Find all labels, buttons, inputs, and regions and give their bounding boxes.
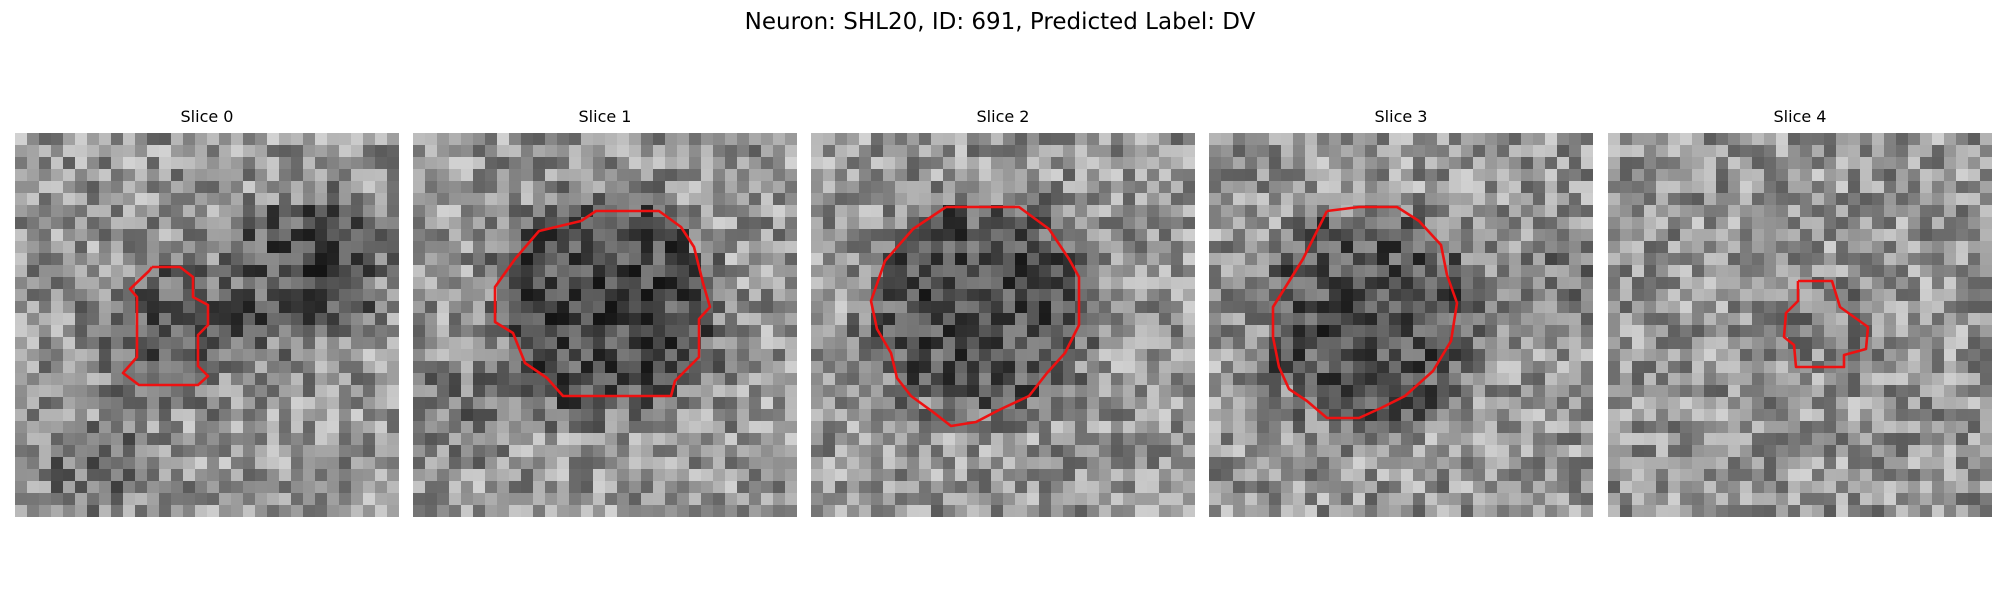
slice-title: Slice 0	[180, 107, 234, 126]
slice-title: Slice 3	[1374, 107, 1428, 126]
slice-title: Slice 4	[1773, 107, 1827, 126]
figure-title: Neuron: SHL20, ID: 691, Predicted Label:…	[744, 9, 1256, 35]
slice-panel-2: Slice 2	[811, 106, 1195, 517]
neuron-contour	[1782, 279, 1870, 369]
slice-image-3	[1209, 133, 1593, 517]
neuron-contour	[869, 205, 1081, 428]
neuron-contour	[493, 209, 712, 398]
slice-panel-4: Slice 4	[1608, 106, 1992, 517]
slice-title: Slice 1	[578, 107, 632, 126]
neuron-contour	[1271, 205, 1459, 420]
microscopy-pixels	[413, 133, 797, 517]
slice-title: Slice 2	[976, 107, 1030, 126]
neuron-contour	[121, 265, 210, 387]
slice-panel-1: Slice 1	[413, 106, 797, 517]
slice-panel-3: Slice 3	[1209, 106, 1593, 517]
slice-image-4	[1608, 133, 1992, 517]
slice-panel-0: Slice 0	[15, 106, 399, 517]
slice-image-0	[15, 133, 399, 517]
microscopy-pixels	[1209, 133, 1593, 517]
microscopy-pixels	[15, 133, 399, 517]
slice-image-1	[413, 133, 797, 517]
microscopy-pixels	[1608, 133, 1992, 517]
microscopy-pixels	[811, 133, 1195, 517]
slice-image-2	[811, 133, 1195, 517]
